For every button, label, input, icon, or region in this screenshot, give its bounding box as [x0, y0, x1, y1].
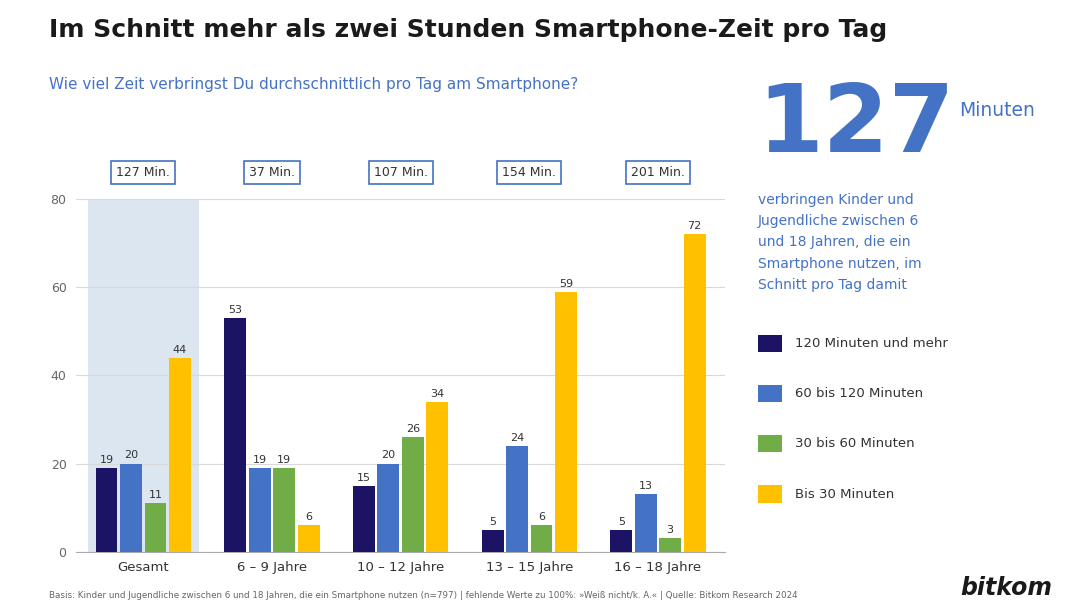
- Text: 5: 5: [489, 517, 496, 527]
- Text: 120 Minuten und mehr: 120 Minuten und mehr: [795, 337, 947, 350]
- Bar: [531, 525, 553, 552]
- Text: 127 Min.: 127 Min.: [117, 166, 170, 180]
- Bar: [482, 530, 504, 552]
- Text: 34: 34: [431, 389, 445, 399]
- Bar: [402, 437, 424, 552]
- Text: 19: 19: [99, 455, 113, 465]
- Text: Im Schnitt mehr als zwei Stunden Smartphone-Zeit pro Tag: Im Schnitt mehr als zwei Stunden Smartph…: [49, 18, 887, 42]
- Text: 154 Min.: 154 Min.: [502, 166, 556, 180]
- Bar: [274, 468, 295, 552]
- Bar: [298, 525, 319, 552]
- Text: 44: 44: [172, 345, 187, 355]
- Text: 20: 20: [124, 451, 138, 460]
- Bar: [96, 468, 118, 552]
- Text: 13: 13: [639, 481, 653, 492]
- Bar: [225, 318, 246, 552]
- Text: 26: 26: [405, 424, 420, 434]
- Text: 107 Min.: 107 Min.: [374, 166, 427, 180]
- Text: 15: 15: [356, 473, 371, 482]
- Text: 6: 6: [538, 512, 545, 522]
- Bar: [634, 495, 656, 552]
- Bar: [659, 538, 681, 552]
- Bar: [506, 446, 528, 552]
- Text: Wie viel Zeit verbringst Du durchschnittlich pro Tag am Smartphone?: Wie viel Zeit verbringst Du durchschnitt…: [49, 77, 579, 91]
- Text: bitkom: bitkom: [960, 576, 1052, 600]
- Text: 19: 19: [253, 455, 267, 465]
- Bar: [426, 402, 448, 552]
- Bar: [683, 235, 705, 552]
- Text: Bis 30 Minuten: Bis 30 Minuten: [795, 487, 894, 501]
- FancyBboxPatch shape: [88, 199, 198, 552]
- Bar: [555, 292, 577, 552]
- Text: 6: 6: [305, 512, 312, 522]
- Bar: [610, 530, 632, 552]
- Text: 72: 72: [688, 221, 702, 231]
- Text: 24: 24: [510, 433, 524, 443]
- Text: 30 bis 60 Minuten: 30 bis 60 Minuten: [795, 437, 915, 451]
- Text: 11: 11: [148, 490, 162, 500]
- Text: Minuten: Minuten: [959, 101, 1036, 120]
- Text: 201 Min.: 201 Min.: [631, 166, 685, 180]
- Text: 53: 53: [228, 305, 242, 315]
- Bar: [169, 358, 191, 552]
- Text: 3: 3: [667, 525, 674, 535]
- Bar: [120, 463, 142, 552]
- Bar: [145, 503, 167, 552]
- Bar: [249, 468, 270, 552]
- Text: 20: 20: [382, 451, 396, 460]
- Bar: [377, 463, 399, 552]
- Text: 59: 59: [559, 279, 573, 289]
- Text: 127: 127: [758, 80, 955, 172]
- Bar: [353, 485, 375, 552]
- Text: 5: 5: [618, 517, 625, 527]
- Text: 37 Min.: 37 Min.: [249, 166, 295, 180]
- Text: 19: 19: [277, 455, 291, 465]
- Text: 60 bis 120 Minuten: 60 bis 120 Minuten: [795, 387, 923, 400]
- Text: Basis: Kinder und Jugendliche zwischen 6 und 18 Jahren, die ein Smartphone nutze: Basis: Kinder und Jugendliche zwischen 6…: [49, 590, 798, 600]
- Text: verbringen Kinder und
Jugendliche zwischen 6
und 18 Jahren, die ein
Smartphone n: verbringen Kinder und Jugendliche zwisch…: [758, 193, 921, 292]
